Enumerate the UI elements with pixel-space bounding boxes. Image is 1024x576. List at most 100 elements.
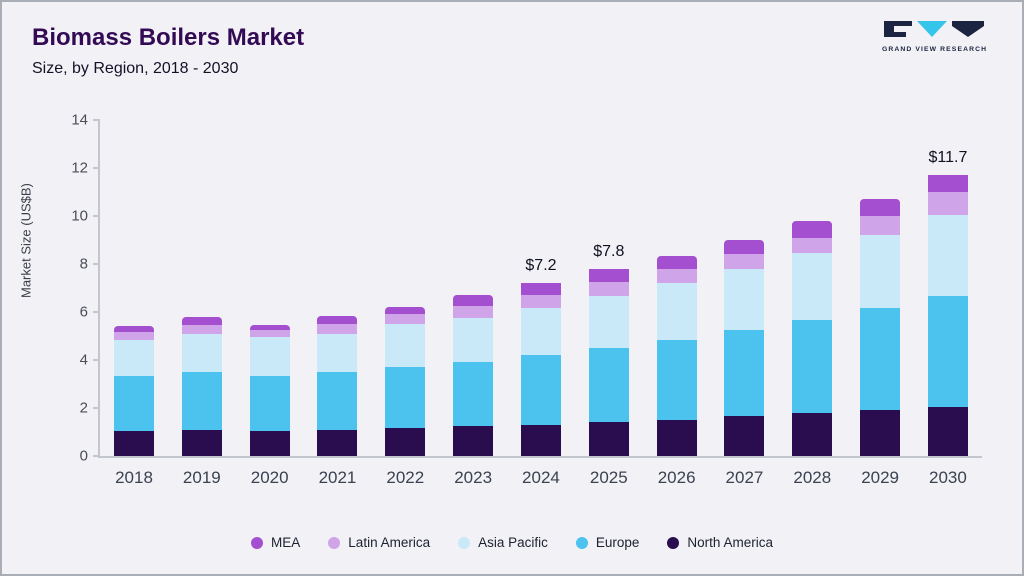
bar-group-2030: $11.7 2030 (927, 120, 968, 487)
bar-segment-europe (520, 355, 561, 425)
bar-segment-latin-america (860, 216, 901, 236)
bar-group-2022: 2022 (385, 120, 426, 487)
bars-container: 2018 2019 2020 2021 2022 2023 $7.2 2024 $7.8 2025… (100, 120, 982, 487)
bar-segment-asia-pacific (927, 214, 968, 297)
x-tick-label: 2020 (250, 468, 289, 487)
x-tick-label: 2030 (929, 468, 967, 487)
legend-swatch (458, 536, 471, 549)
bar-segment-mea (385, 307, 426, 315)
legend-swatch (328, 536, 341, 549)
bar-segment-north-america (656, 420, 697, 456)
legend-item-mea: MEA (251, 535, 300, 550)
bar-segment-latin-america (385, 314, 426, 325)
bar-segment-europe (588, 348, 629, 423)
bar-segment-asia-pacific (453, 318, 494, 363)
bar-segment-mea (249, 325, 290, 331)
chart-subtitle: Size, by Region, 2018 - 2030 (32, 60, 239, 77)
y-axis-label: Market Size (US$B) (18, 183, 34, 298)
y-tick-label: 8 (79, 255, 88, 273)
bar-segment-north-america (588, 422, 629, 456)
y-tick-mark (93, 167, 100, 169)
y-tick-mark (93, 311, 100, 313)
gvr-logo: GRAND VIEW RESEARCH (882, 20, 986, 53)
bar-segment-asia-pacific (317, 333, 358, 373)
stacked-bar (453, 295, 494, 456)
y-tick-mark (93, 407, 100, 409)
bar-segment-europe (249, 375, 290, 431)
bar-segment-europe (317, 372, 358, 430)
legend-item-latin-america: Latin America (328, 535, 430, 550)
stacked-bar (249, 325, 290, 456)
bar-segment-north-america (181, 429, 222, 456)
bar-segment-latin-america (792, 237, 833, 254)
stacked-bar (317, 315, 358, 456)
x-tick-label: 2018 (115, 468, 153, 487)
bar-segment-latin-america (724, 254, 765, 269)
x-tick-label: 2025 (589, 468, 628, 487)
bar-segment-latin-america (114, 332, 154, 340)
bar-segment-latin-america (249, 330, 290, 338)
bar-segment-north-america (114, 430, 154, 456)
bar-segment-latin-america (588, 282, 629, 297)
y-tick-label: 6 (79, 303, 88, 321)
bar-segment-latin-america (927, 192, 968, 215)
legend-label: Europe (595, 535, 640, 550)
legend-item-europe: Europe (575, 535, 640, 550)
stacked-bar (860, 199, 901, 456)
bar-segment-mea (724, 240, 765, 255)
bar-segment-asia-pacific (249, 337, 290, 376)
bar-segment-mea (520, 283, 561, 296)
stacked-bar: $11.7 (927, 149, 968, 456)
y-tick-label: 0 (79, 447, 88, 465)
bar-segment-europe (724, 330, 765, 417)
bar-segment-north-america (385, 428, 426, 456)
legend-item-asia-pacific: Asia Pacific (458, 535, 548, 550)
bar-group-2018: 2018 (114, 120, 154, 487)
legend-swatch (251, 536, 264, 549)
stacked-bar (724, 240, 765, 456)
bar-segment-europe (453, 362, 494, 427)
bar-segment-north-america (249, 430, 290, 456)
bar-segment-asia-pacific (114, 339, 154, 376)
stacked-bar: $7.2 (520, 257, 561, 456)
bar-group-2024: $7.2 2024 (520, 120, 561, 487)
bar-segment-mea (860, 199, 901, 217)
legend-swatch (667, 536, 680, 549)
y-tick-mark (93, 455, 100, 457)
legend-swatch (575, 536, 588, 549)
bar-segment-europe (656, 339, 697, 421)
bar-group-2027: 2027 (724, 120, 765, 487)
stacked-bar (656, 255, 697, 456)
y-tick-mark (93, 215, 100, 217)
y-tick-mark (93, 119, 100, 121)
bar-value-label: $11.7 (928, 149, 968, 167)
bar-segment-mea (181, 316, 222, 326)
bar-segment-north-america (792, 412, 833, 456)
x-tick-label: 2023 (454, 468, 493, 487)
bar-segment-latin-america (317, 324, 358, 334)
x-tick-label: 2022 (386, 468, 425, 487)
page-title: Biomass Boilers Market (32, 24, 305, 51)
y-tick-label: 10 (71, 207, 88, 225)
stacked-bar (181, 316, 222, 456)
legend-label: Asia Pacific (478, 535, 548, 550)
x-tick-label: 2024 (522, 468, 560, 487)
x-tick-label: 2028 (793, 468, 832, 487)
legend-label: Latin America (348, 535, 431, 550)
x-tick-label: 2029 (861, 468, 900, 487)
x-tick-label: 2019 (182, 468, 221, 487)
bar-segment-north-america (317, 429, 358, 456)
bar-segment-mea (114, 326, 154, 333)
bar-segment-asia-pacific (792, 253, 833, 321)
bar-segment-latin-america (656, 268, 697, 284)
bar-segment-asia-pacific (385, 324, 426, 368)
legend: MEA Latin America Asia Pacific Europe North … (2, 535, 1022, 550)
legend-item-north-america: North America (667, 535, 773, 550)
bar-segment-asia-pacific (588, 296, 629, 349)
stacked-bar (114, 326, 154, 456)
bar-segment-mea (588, 268, 629, 283)
bar-group-2029: 2029 (860, 120, 901, 487)
bar-segment-asia-pacific (724, 268, 765, 331)
x-tick-label: 2021 (318, 468, 357, 487)
